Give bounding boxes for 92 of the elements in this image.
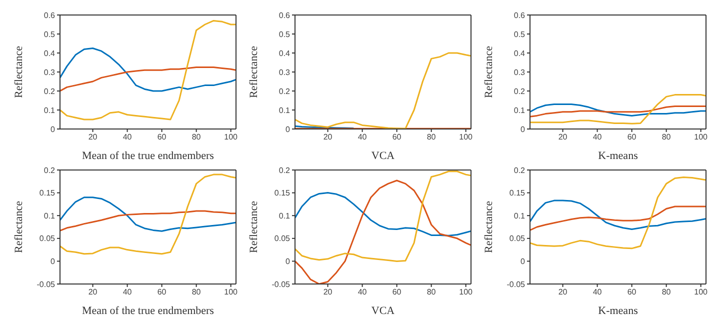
x-tick-label: 20 [88, 288, 98, 297]
y-tick-label: 0 [286, 257, 291, 266]
x-tick-label: 20 [323, 132, 333, 142]
y-tick-label: 0.05 [509, 234, 526, 244]
x-tick-label: 100 [459, 132, 474, 142]
x-axis-title: K-means [598, 305, 638, 317]
x-tick-label: 20 [558, 288, 568, 297]
x-tick-label: 100 [694, 288, 708, 297]
x-tick-label: 100 [694, 132, 708, 142]
y-tick-label: 0.1 [278, 106, 291, 115]
x-tick-label: 80 [426, 288, 436, 297]
y-tick-label: 0.1 [514, 211, 526, 220]
x-tick-label: 100 [459, 288, 474, 297]
y-tick-label: 0.1 [514, 106, 526, 115]
x-axis-title: K-means [598, 150, 638, 162]
y-tick-label: 0.6 [44, 10, 56, 20]
line-series [60, 174, 236, 255]
x-tick-label: 100 [224, 132, 238, 142]
y-tick-label: -0.05 [272, 280, 291, 289]
y-axis-title: Reflectance [12, 46, 25, 98]
x-tick-label: 20 [88, 132, 98, 142]
x-tick-label: 60 [157, 132, 167, 142]
y-tick-label: 0.2 [514, 86, 526, 96]
y-axis-title: Reflectance [248, 46, 260, 98]
x-tick-label: 80 [192, 288, 202, 297]
line-series [530, 200, 706, 230]
y-tick-label: 0.1 [44, 211, 56, 220]
y-axis-title: Reflectance [482, 200, 495, 253]
y-tick-label: 0.15 [274, 188, 291, 198]
y-tick-label: 0.2 [514, 166, 526, 175]
y-axis-title: Reflectance [482, 46, 495, 98]
y-tick-label: 0.6 [278, 10, 291, 20]
y-tick-label: 0.2 [44, 86, 56, 96]
x-tick-label: 40 [122, 132, 132, 142]
y-tick-label: 0.2 [278, 86, 291, 96]
line-series [530, 94, 706, 124]
line-series [60, 66, 236, 92]
x-axis-title: VCA [371, 305, 395, 317]
y-tick-label: 0.5 [44, 30, 56, 39]
line-series [60, 196, 236, 232]
line-series [60, 20, 236, 120]
x-tick-label: 60 [627, 132, 637, 142]
line-series [295, 192, 471, 236]
y-tick-label: 0.1 [44, 106, 56, 115]
y-tick-label: 0.1 [278, 211, 291, 220]
x-tick-label: 80 [662, 288, 672, 297]
y-tick-label: 0.05 [274, 234, 291, 244]
x-axis-title: Mean of the true endmembers [82, 150, 214, 162]
x-axis-title: VCA [371, 150, 395, 162]
x-tick-label: 100 [224, 288, 238, 297]
y-axis-title: Reflectance [12, 200, 25, 253]
y-tick-label: 0.15 [509, 188, 526, 198]
x-tick-label: 20 [558, 132, 568, 142]
y-tick-label: 0.4 [514, 48, 526, 58]
x-tick-label: 20 [323, 288, 333, 297]
x-tick-label: 40 [592, 288, 602, 297]
line-series [530, 176, 706, 250]
y-tick-label: 0 [520, 124, 526, 134]
x-tick-label: 60 [392, 132, 402, 142]
line-series [530, 206, 706, 231]
y-tick-label: 0 [50, 257, 56, 266]
y-tick-label: 0.3 [514, 68, 526, 77]
x-tick-label: 40 [592, 132, 602, 142]
x-tick-label: 80 [426, 132, 436, 142]
y-tick-label: -0.05 [506, 280, 526, 289]
y-tick-label: 0.5 [514, 30, 526, 39]
y-tick-label: 0.05 [39, 234, 56, 244]
y-axis-title: Reflectance [248, 200, 260, 253]
x-tick-label: 40 [122, 288, 132, 297]
x-tick-label: 60 [157, 288, 167, 297]
y-tick-label: 0.2 [278, 166, 291, 175]
y-tick-label: 0.15 [39, 188, 56, 198]
x-tick-label: 80 [662, 132, 672, 142]
x-tick-label: 80 [192, 132, 202, 142]
y-tick-label: 0.3 [278, 68, 291, 77]
y-tick-label: 0.5 [278, 30, 291, 39]
y-tick-label: 0 [520, 257, 526, 266]
x-tick-label: 60 [627, 288, 637, 297]
line-series [60, 210, 236, 232]
y-tick-label: -0.05 [36, 280, 56, 289]
x-axis-title: Mean of the true endmembers [82, 305, 214, 317]
y-tick-label: 0.4 [278, 48, 291, 58]
y-tick-label: 0 [50, 124, 56, 134]
x-tick-label: 40 [358, 132, 368, 142]
y-tick-label: 0.2 [44, 166, 56, 175]
x-tick-label: 40 [358, 288, 368, 297]
x-tick-label: 60 [392, 288, 402, 297]
y-tick-label: 0 [286, 124, 291, 134]
y-tick-label: 0.6 [514, 10, 526, 20]
y-tick-label: 0.4 [44, 48, 56, 58]
line-series [60, 48, 236, 92]
y-tick-label: 0.3 [44, 68, 56, 77]
